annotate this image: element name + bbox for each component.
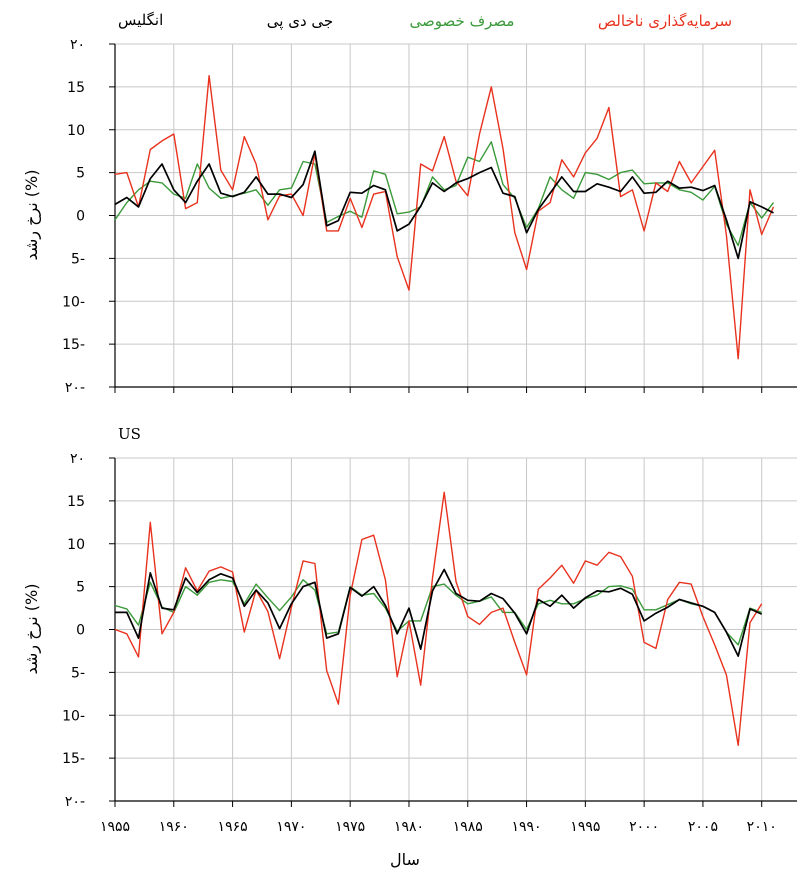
series-line-gdp [114,150,774,260]
y-tick-label: 10 [67,537,85,553]
x-axis-title: سال [390,850,420,869]
y-tick-label: ۲۰- [65,794,85,810]
y-tick-label: 0 [76,209,85,225]
series-line-consumption [114,579,762,646]
panel-uk: ۲۰ 15 10 5 0 5- 10- 15- ۲۰- [62,37,797,396]
panel-title-us: US [118,425,141,443]
y-tick-label: 5 [76,580,85,596]
y-tick-label: 5- [71,251,85,267]
x-tick-label: ۱۹۸۰ [394,819,424,835]
x-tick-label: ۲۰۰۵ [688,819,718,835]
y-tick-label: 15- [62,751,85,767]
y-axis-title-uk: نرخ رشد (%) [22,169,42,260]
x-tick-label: ۱۹۷۰ [276,819,306,835]
y-tick-label: ۲۰- [65,380,85,396]
y-tick-label: 0 [76,623,85,639]
panel-us: ۲۰ 15 10 5 0 5- 10- 15- ۲۰- ۱۹۵۵ ۱۹۶۰ ۱۹۶۵ ۱۹۷۰ ۱۹۷۵ ۱… [62,451,797,835]
y-tick-label: ۲۰ [70,451,85,467]
legend-investment: سرمایه‌گذاری ناخالص [598,12,732,30]
y-tick-label: 10 [67,123,85,139]
x-tick-label: ۱۹۵۵ [100,819,130,835]
series-line-consumption [114,141,775,247]
legend-gdp: جی دی پی [267,12,333,31]
y-tick-label: 15- [62,337,85,353]
panel-title-uk: انگلیس [118,11,163,29]
y-tick-label: 15 [67,80,85,96]
y-tick-label: 10- [62,294,85,310]
x-tick-label: ۱۹۹۵ [570,819,600,835]
y-tick-label: ۲۰ [70,37,85,53]
x-tick-label: ۲۰۰۰ [629,819,659,835]
series-line-investment [114,491,763,746]
series-line-gdp [115,568,763,657]
y-tick-label: 5- [71,665,85,681]
y-axis-title-us: نرخ رشد (%) [22,583,42,674]
series-line-investment [114,74,775,360]
y-tick-label: 10- [62,708,85,724]
x-tick-label: ۱۹۹۰ [512,819,542,835]
x-tick-label: ۱۹۶۰ [159,819,189,835]
x-tick-label: ۱۹۷۵ [335,819,365,835]
legend-consumption: مصرف خصوصی [410,12,515,30]
x-tick-label: ۱۹۸۵ [453,819,483,835]
x-tick-label: ۲۰۱۰ [747,819,777,835]
y-tick-label: 5 [76,166,85,182]
x-tick-label: ۱۹۶۵ [218,819,248,835]
y-tick-label: 15 [67,494,85,510]
